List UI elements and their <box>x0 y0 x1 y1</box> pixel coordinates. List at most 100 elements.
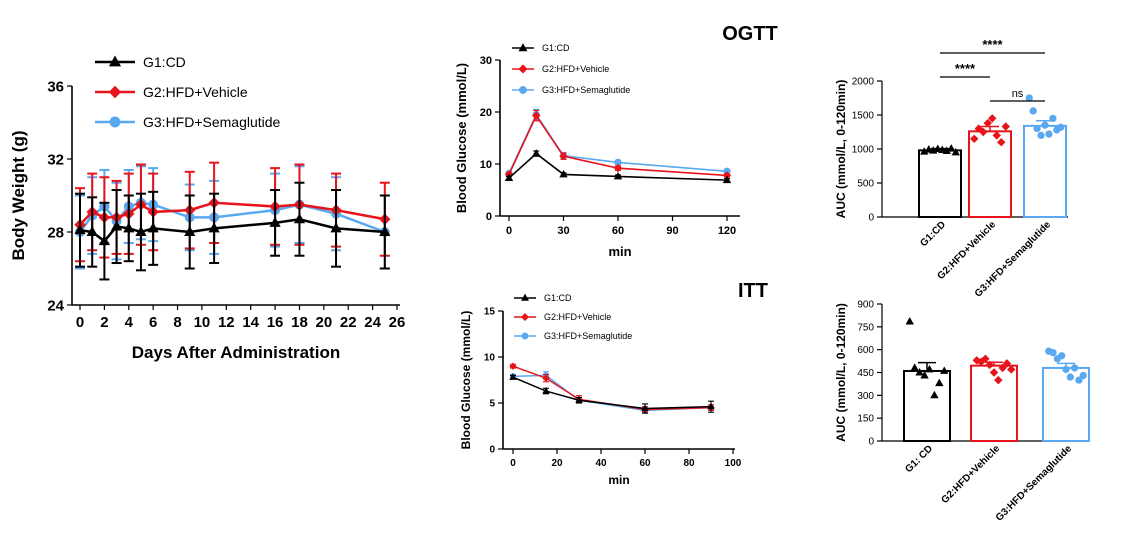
x-tick-label: 40 <box>595 458 607 469</box>
bar <box>968 130 1012 219</box>
legend-label: G3:HFD+Semaglutide <box>544 331 632 341</box>
data-point <box>532 149 541 157</box>
bar-group-3 <box>1023 94 1067 218</box>
y-tick-label: 10 <box>480 159 492 171</box>
x-tick-label: 20 <box>316 314 333 331</box>
itt-heading: ITT <box>738 280 768 302</box>
data-point <box>86 225 98 236</box>
bar <box>1023 124 1067 218</box>
individual-point <box>951 147 960 156</box>
individual-point <box>935 378 944 387</box>
data-point <box>379 225 391 236</box>
individual-point <box>1049 349 1057 357</box>
legend: G1:CD G2:HFD+Vehicle G3:HFD+Semaglutide <box>512 43 630 95</box>
y-tick-label: 5 <box>489 399 495 410</box>
individual-point <box>994 375 1003 385</box>
individual-point <box>1037 131 1045 140</box>
x-tick-label: 8 <box>173 314 181 331</box>
y-tick-label: 1500 <box>852 111 875 122</box>
legend-marker <box>518 64 528 74</box>
series-g2-hfd-vehicle <box>74 161 391 263</box>
x-tick-label: 16 <box>267 314 284 331</box>
category-label: G3:HFD+Semaglutide <box>994 443 1075 524</box>
y-tick-label: 2000 <box>852 77 875 88</box>
ogtt-chart: 0 10 20 30 Blood Glucose (mmol/L) 0 30 60 90 120 m… <box>454 43 740 259</box>
x-tick-label: 120 <box>718 225 736 237</box>
x-tick-label: 14 <box>242 314 259 331</box>
individual-point <box>1049 114 1057 123</box>
y-tick-label: 10 <box>484 353 496 364</box>
individual-point <box>924 145 933 153</box>
individual-point <box>997 137 1006 147</box>
x-tick-label: 22 <box>340 314 357 331</box>
x-tick-label: 24 <box>364 314 381 331</box>
significance-label: **** <box>955 61 976 76</box>
y-tick-label: 20 <box>480 107 492 119</box>
data-point <box>98 235 110 246</box>
x-axis-label: Days After Administration <box>132 343 340 362</box>
individual-point <box>938 145 947 153</box>
individual-point <box>947 144 956 152</box>
individual-point <box>1002 359 1012 368</box>
individual-point <box>998 363 1007 373</box>
series-line <box>512 376 712 410</box>
x-tick-label: 0 <box>510 458 516 469</box>
x-tick-label: 4 <box>125 314 134 331</box>
x-tick-label: 20 <box>551 458 563 469</box>
legend-label: G2:HFD+Vehicle <box>143 84 248 100</box>
legend-marker <box>108 85 122 99</box>
data-point <box>641 404 649 412</box>
data-point <box>542 374 550 382</box>
y-tick-label: 0 <box>489 445 495 456</box>
x-tick-label: 90 <box>666 225 678 237</box>
data-point <box>722 175 732 184</box>
x-tick-label: 12 <box>218 314 235 331</box>
y-tick-label: 36 <box>47 78 64 95</box>
y-tick-label: 1000 <box>852 145 875 156</box>
legend-label: G2:HFD+Vehicle <box>542 64 609 74</box>
data-point <box>504 173 514 181</box>
y-tick-label: 0 <box>868 213 874 224</box>
series-g1-cd <box>74 181 391 281</box>
individual-point <box>1075 376 1083 384</box>
legend-marker <box>520 312 530 322</box>
individual-point <box>910 363 919 371</box>
bar <box>918 149 962 218</box>
y-tick-label: 28 <box>47 224 64 241</box>
individual-point <box>1066 373 1074 381</box>
ogtt-heading: OGTT <box>722 23 778 45</box>
y-tick-label: 500 <box>857 179 874 190</box>
individual-point <box>1070 364 1079 372</box>
data-point <box>184 225 196 236</box>
legend-label: G2:HFD+Vehicle <box>544 312 611 322</box>
legend-marker <box>109 116 121 128</box>
individual-point <box>979 127 988 137</box>
data-point <box>269 216 281 227</box>
y-axis-label: AUC (mmol/L, 0-120min) <box>834 80 848 219</box>
data-point <box>293 213 306 224</box>
data-point <box>532 111 541 120</box>
individual-point <box>1079 371 1087 380</box>
legend-label: G3:HFD+Semaglutide <box>143 114 281 130</box>
category-label: G2:HFD+Vehicle <box>940 443 1003 506</box>
series-line <box>512 365 712 411</box>
legend-label: G1:CD <box>542 43 570 53</box>
bar-group-1 <box>918 144 962 218</box>
individual-point <box>983 118 992 128</box>
data-point <box>613 163 623 173</box>
legend-marker <box>521 293 529 301</box>
y-axis-label: AUC (mmol/L, 0-120min) <box>834 303 848 442</box>
individual-point <box>981 354 990 364</box>
individual-point <box>1057 123 1065 131</box>
individual-point <box>933 144 942 152</box>
x-axis-label: min <box>608 244 631 259</box>
data-point <box>74 224 86 235</box>
data-point <box>110 220 123 231</box>
individual-point <box>915 367 924 376</box>
x-tick-label: 60 <box>639 458 651 469</box>
legend: G1:CD G2:HFD+Vehicle G3:HFD+Semaglutide <box>514 293 632 341</box>
y-tick-label: 150 <box>857 414 874 425</box>
y-tick-label: 30 <box>480 55 492 67</box>
y-tick-label: 15 <box>484 307 496 318</box>
